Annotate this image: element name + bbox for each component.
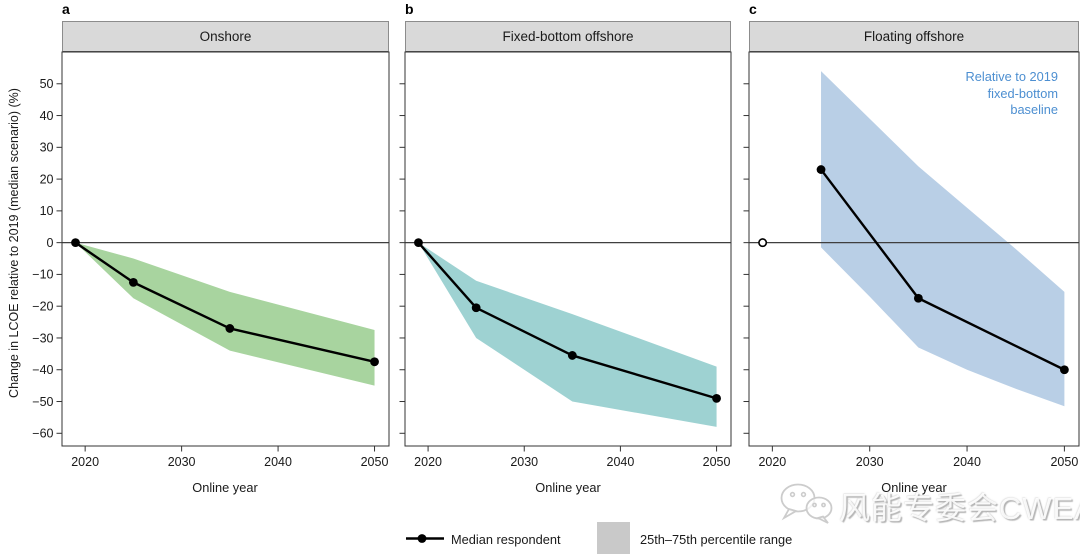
legend-band-label: 25th–75th percentile range [640, 532, 793, 547]
y-tick-label: 50 [40, 77, 54, 91]
panel-header-onshore: Onshore [62, 21, 389, 52]
panel-letter-a: a [62, 1, 70, 17]
x-tick-label: 2040 [607, 455, 635, 469]
x-tick-label: 2050 [361, 455, 389, 469]
median-point-c [816, 165, 826, 174]
panel-header-floating: Floating offshore [749, 21, 1079, 52]
x-tick-label: 2020 [71, 455, 99, 469]
legend-band-swatch [597, 522, 630, 554]
y-tick-label: 10 [40, 204, 54, 218]
x-axis-title-a: Online year [192, 480, 258, 495]
median-point-a [225, 324, 235, 333]
median-point-b [471, 303, 481, 313]
baseline-reference-point [758, 238, 768, 248]
x-tick-label: 2050 [703, 455, 731, 469]
y-tick-label: 0 [47, 236, 54, 250]
y-tick-label: −50 [32, 395, 53, 409]
x-axis-title-b: Online year [535, 480, 601, 495]
legend-median-swatch [406, 534, 444, 543]
y-tick-label: −30 [32, 331, 53, 345]
annotation-line-1: Relative to 2019 [965, 69, 1058, 84]
y-tick-label: −10 [32, 268, 53, 282]
median-line-a [74, 241, 375, 363]
x-tick-label: 2030 [168, 455, 196, 469]
median-point-a [128, 277, 138, 287]
median-point-b [712, 393, 721, 403]
floating-baseline-annotation: Relative to 2019 fixed-bottom baseline [966, 69, 1058, 119]
y-tick-label: −40 [32, 363, 53, 377]
x-axis-title-c: Online year [881, 480, 947, 495]
annotation-line-2: fixed-bottom [987, 85, 1058, 101]
median-point-b [414, 238, 423, 248]
x-tick-label: 2030 [856, 455, 884, 469]
panel-border-b [404, 51, 732, 447]
x-tick-label: 2040 [953, 455, 981, 469]
median-point-a [71, 238, 80, 248]
panel-header-fixed-bottom: Fixed-bottom offshore [405, 21, 731, 52]
median-point-a [370, 357, 379, 367]
y-tick-label: 20 [40, 172, 54, 186]
panel-letter-b: b [405, 1, 414, 17]
x-tick-label: 2030 [510, 455, 538, 469]
annotation-line-3: baseline [1010, 102, 1058, 117]
y-tick-label: −20 [32, 299, 53, 313]
panel-border-a [61, 51, 390, 447]
y-tick-label: 30 [40, 141, 54, 155]
x-tick-label: 2040 [264, 455, 292, 469]
panel-border-c [748, 51, 1080, 447]
median-point-b [567, 351, 577, 360]
legend-median-label: Median respondent [451, 532, 561, 547]
percentile-band-a [75, 242, 375, 386]
x-tick-label: 2020 [758, 455, 786, 469]
y-tick-label: 40 [40, 109, 54, 123]
panel-letter-c: c [749, 1, 757, 17]
x-tick-label: 2020 [414, 455, 442, 469]
percentile-band-c [821, 71, 1065, 407]
legend-median-dot [417, 534, 427, 543]
median-point-c [1059, 365, 1069, 375]
median-line-b [417, 241, 717, 400]
x-tick-label: 2050 [1050, 455, 1078, 469]
percentile-band-b [418, 242, 717, 427]
y-tick-label: −60 [32, 427, 53, 441]
median-point-c [913, 293, 923, 303]
